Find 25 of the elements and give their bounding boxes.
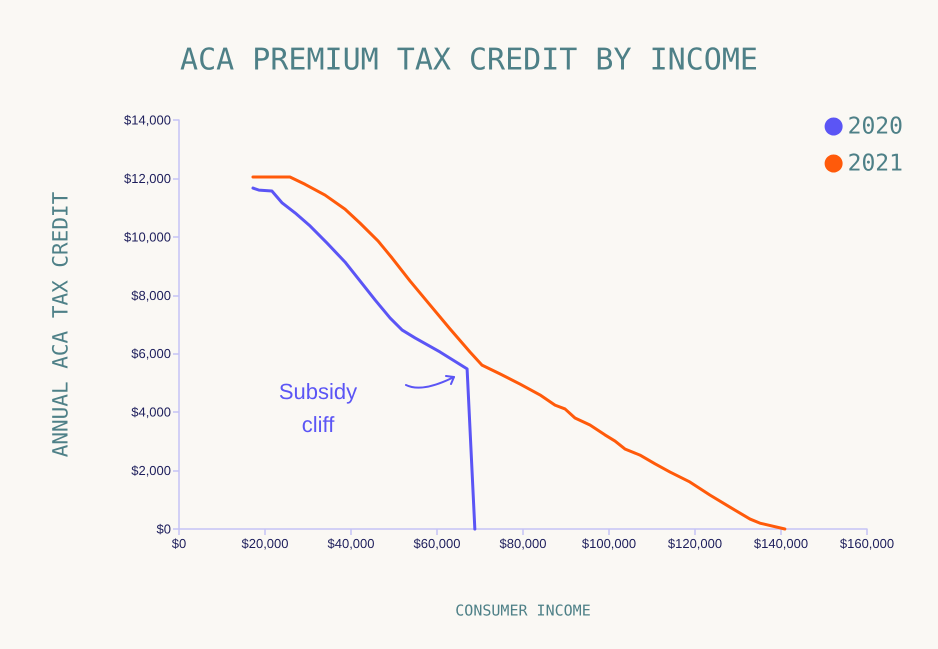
y-tick-label: $14,000 xyxy=(124,112,171,128)
x-tick-label: $20,000 xyxy=(242,536,288,551)
y-tick-label: $8,000 xyxy=(131,288,171,303)
x-tick-label: $40,000 xyxy=(328,536,374,551)
x-tick-label: $120,000 xyxy=(668,536,722,551)
x-tick-label: $100,000 xyxy=(582,536,636,551)
legend-label: 2020 xyxy=(848,114,903,140)
x-axis-title: CONSUMER INCOME xyxy=(455,602,591,620)
x-tick-label: $0 xyxy=(172,536,186,551)
x-tick-label: $160,000 xyxy=(840,536,894,551)
y-tick-label: $2,000 xyxy=(131,463,171,478)
legend-label: 2021 xyxy=(848,150,903,176)
x-tick-label: $60,000 xyxy=(414,536,460,551)
chart-title: ACA PREMIUM TAX CREDIT BY INCOME xyxy=(180,42,758,78)
y-tick-label: $4,000 xyxy=(131,404,171,420)
x-tick-label: $140,000 xyxy=(754,536,808,551)
y-tick-label: $12,000 xyxy=(124,170,171,186)
x-tick-label: $80,000 xyxy=(500,536,546,551)
line-series xyxy=(251,175,786,530)
y-axis-title: ANNUAL ACA TAX CREDIT xyxy=(48,191,72,458)
line-series xyxy=(251,186,476,530)
annotation: Subsidy cliff xyxy=(278,379,358,437)
y-tick-label: $0 xyxy=(156,522,171,536)
y-tick-label: $6,000 xyxy=(131,346,171,362)
y-tick-label: $10,000 xyxy=(124,229,171,244)
